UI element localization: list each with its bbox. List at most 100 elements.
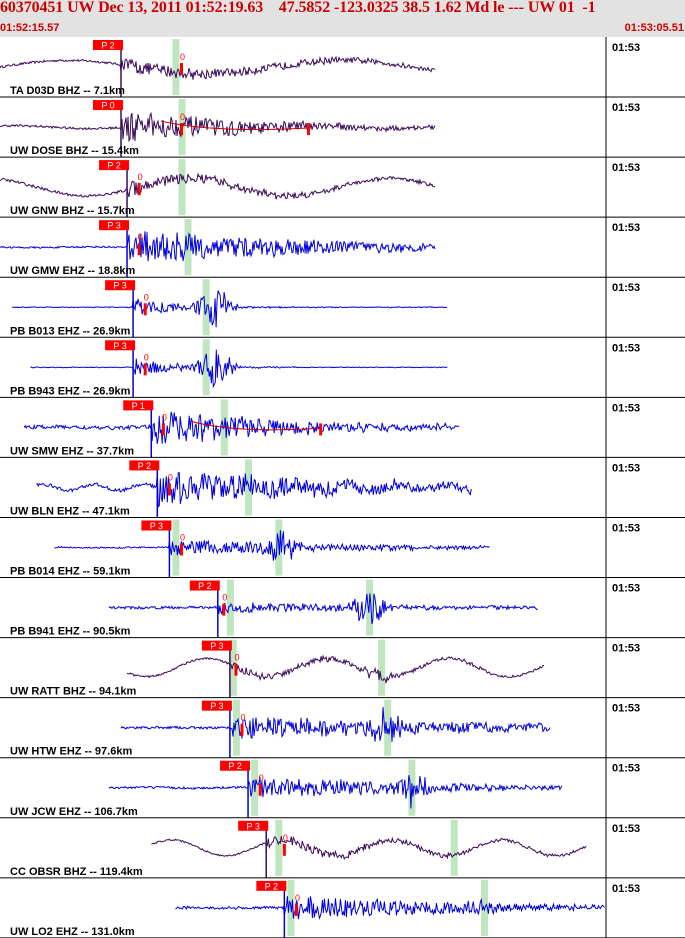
station-label: UW RATT BHZ -- 94.1km xyxy=(10,686,137,698)
coda-flag-label: 0 xyxy=(162,412,167,422)
minute-label: 01:53 xyxy=(612,823,640,835)
pick-label: P 3 xyxy=(150,521,163,531)
coda-flag xyxy=(161,423,165,436)
coda-flag xyxy=(180,63,183,76)
time-end-label: 01:53:05.51 xyxy=(624,22,684,34)
pick-label-box xyxy=(105,280,136,291)
coda-flag-label: 0 xyxy=(180,533,185,543)
seismic-trace xyxy=(0,231,436,262)
station-label: UW JCW EHZ -- 106.7km xyxy=(10,806,138,818)
station-label: TA D03D BHZ -- 7.1km xyxy=(10,85,125,97)
analysis-window-band xyxy=(172,519,180,576)
station-label: PB B941 EHZ -- 90.5km xyxy=(10,626,131,638)
seismic-trace xyxy=(12,290,448,328)
pick-label: P 2 xyxy=(265,881,278,891)
event-header: 60370451 UW Dec 13, 2011 01:52:19.63 47.… xyxy=(0,0,685,37)
seismogram-plot: P 2 0 TA D03D BHZ -- 7.1km 01:53 P 0 0 UW DOSE… xyxy=(0,37,685,938)
pick-label: P 2 xyxy=(107,161,120,171)
coda-flag xyxy=(294,903,298,916)
pick-label: P 3 xyxy=(247,821,260,831)
coda-flag xyxy=(180,123,183,136)
minute-label: 01:53 xyxy=(612,162,640,174)
station-label: CC OBSR BHZ -- 119.4km xyxy=(10,866,143,878)
event-title: 60370451 UW Dec 13, 2011 01:52:19.63 47.… xyxy=(0,0,596,16)
minute-label: 01:53 xyxy=(612,643,640,655)
station-label: UW SMW EHZ -- 37.7km xyxy=(10,445,134,457)
analysis-window-band xyxy=(226,579,234,636)
station-label: UW LO2 EHZ -- 131.0km xyxy=(10,926,135,938)
pick-label: P 2 xyxy=(228,761,241,771)
seismic-trace xyxy=(120,706,551,742)
seismic-trace xyxy=(151,835,587,861)
analysis-window-band xyxy=(232,699,240,756)
analysis-window-band xyxy=(178,159,186,216)
station-label: PB B014 EHZ -- 59.1km xyxy=(10,566,131,578)
seismic-trace xyxy=(36,472,472,509)
coda-flag-label: 0 xyxy=(168,472,173,482)
pick-label-box xyxy=(99,220,130,231)
coda-flag-label: 0 xyxy=(138,172,143,182)
pick-label-box xyxy=(93,100,123,111)
pick-label-box xyxy=(201,700,232,711)
analysis-window-band xyxy=(450,819,458,876)
seismic-trace xyxy=(0,55,436,80)
coda-flag-label: 0 xyxy=(144,352,149,362)
time-start-label: 01:52:15.57 xyxy=(0,22,60,34)
coda-flag-label: 0 xyxy=(180,52,185,62)
coda-flag-label: 0 xyxy=(240,713,245,723)
pick-label-box xyxy=(141,520,172,531)
station-label: UW GNW BHZ -- 15.7km xyxy=(10,205,135,217)
analysis-window-band xyxy=(202,339,210,396)
minute-label: 01:53 xyxy=(612,102,640,114)
minute-label: 01:53 xyxy=(612,282,640,294)
analysis-window-band xyxy=(384,699,392,756)
pick-label-box xyxy=(201,640,232,651)
coda-flag-label: 0 xyxy=(180,112,185,122)
coda-flag xyxy=(137,243,141,256)
minute-label: 01:53 xyxy=(612,42,640,54)
pick-label: P 1 xyxy=(132,401,145,411)
pick-label-box xyxy=(189,580,220,591)
minute-label: 01:53 xyxy=(612,583,640,595)
coda-flag xyxy=(234,663,238,676)
pick-label: P 3 xyxy=(210,701,223,711)
synthetic-curve xyxy=(160,120,306,131)
seismic-trace xyxy=(54,530,490,561)
pick-label-box xyxy=(238,820,269,831)
seismic-trace xyxy=(0,172,436,200)
coda-flag-label: 0 xyxy=(234,653,239,663)
seismic-trace xyxy=(108,593,538,625)
seismic-trace xyxy=(175,896,605,920)
extra-flag xyxy=(319,423,323,436)
coda-flag xyxy=(137,183,141,196)
coda-flag xyxy=(167,483,171,496)
coda-flag xyxy=(143,303,147,316)
pick-label: P 3 xyxy=(107,221,120,231)
pick-label-box xyxy=(105,340,136,351)
pick-label-box xyxy=(93,40,123,50)
coda-flag xyxy=(222,603,226,616)
coda-flag xyxy=(258,783,262,796)
minute-label: 01:53 xyxy=(612,402,640,414)
coda-flag-label: 0 xyxy=(138,232,143,242)
station-label: UW BLN EHZ -- 47.1km xyxy=(10,505,130,517)
pick-label: P 2 xyxy=(138,461,151,471)
minute-label: 01:53 xyxy=(612,522,640,534)
seismic-trace xyxy=(126,654,545,684)
seismic-trace xyxy=(23,411,460,444)
minute-label: 01:53 xyxy=(612,703,640,715)
pick-label: P 3 xyxy=(210,641,223,651)
minute-label: 01:53 xyxy=(612,763,640,775)
analysis-window-band xyxy=(229,639,237,696)
station-label: UW DOSE BHZ -- 15.4km xyxy=(10,145,139,157)
coda-flag-label: 0 xyxy=(283,833,288,843)
analysis-window-band xyxy=(202,279,210,336)
pick-label-box xyxy=(129,460,160,471)
minute-label: 01:53 xyxy=(612,222,640,234)
pick-label: P 0 xyxy=(101,101,114,111)
coda-flag xyxy=(143,363,147,376)
pick-label-box xyxy=(256,880,287,891)
analysis-window-band xyxy=(172,39,180,96)
coda-flag xyxy=(180,543,183,556)
pick-label: P 2 xyxy=(101,41,114,51)
